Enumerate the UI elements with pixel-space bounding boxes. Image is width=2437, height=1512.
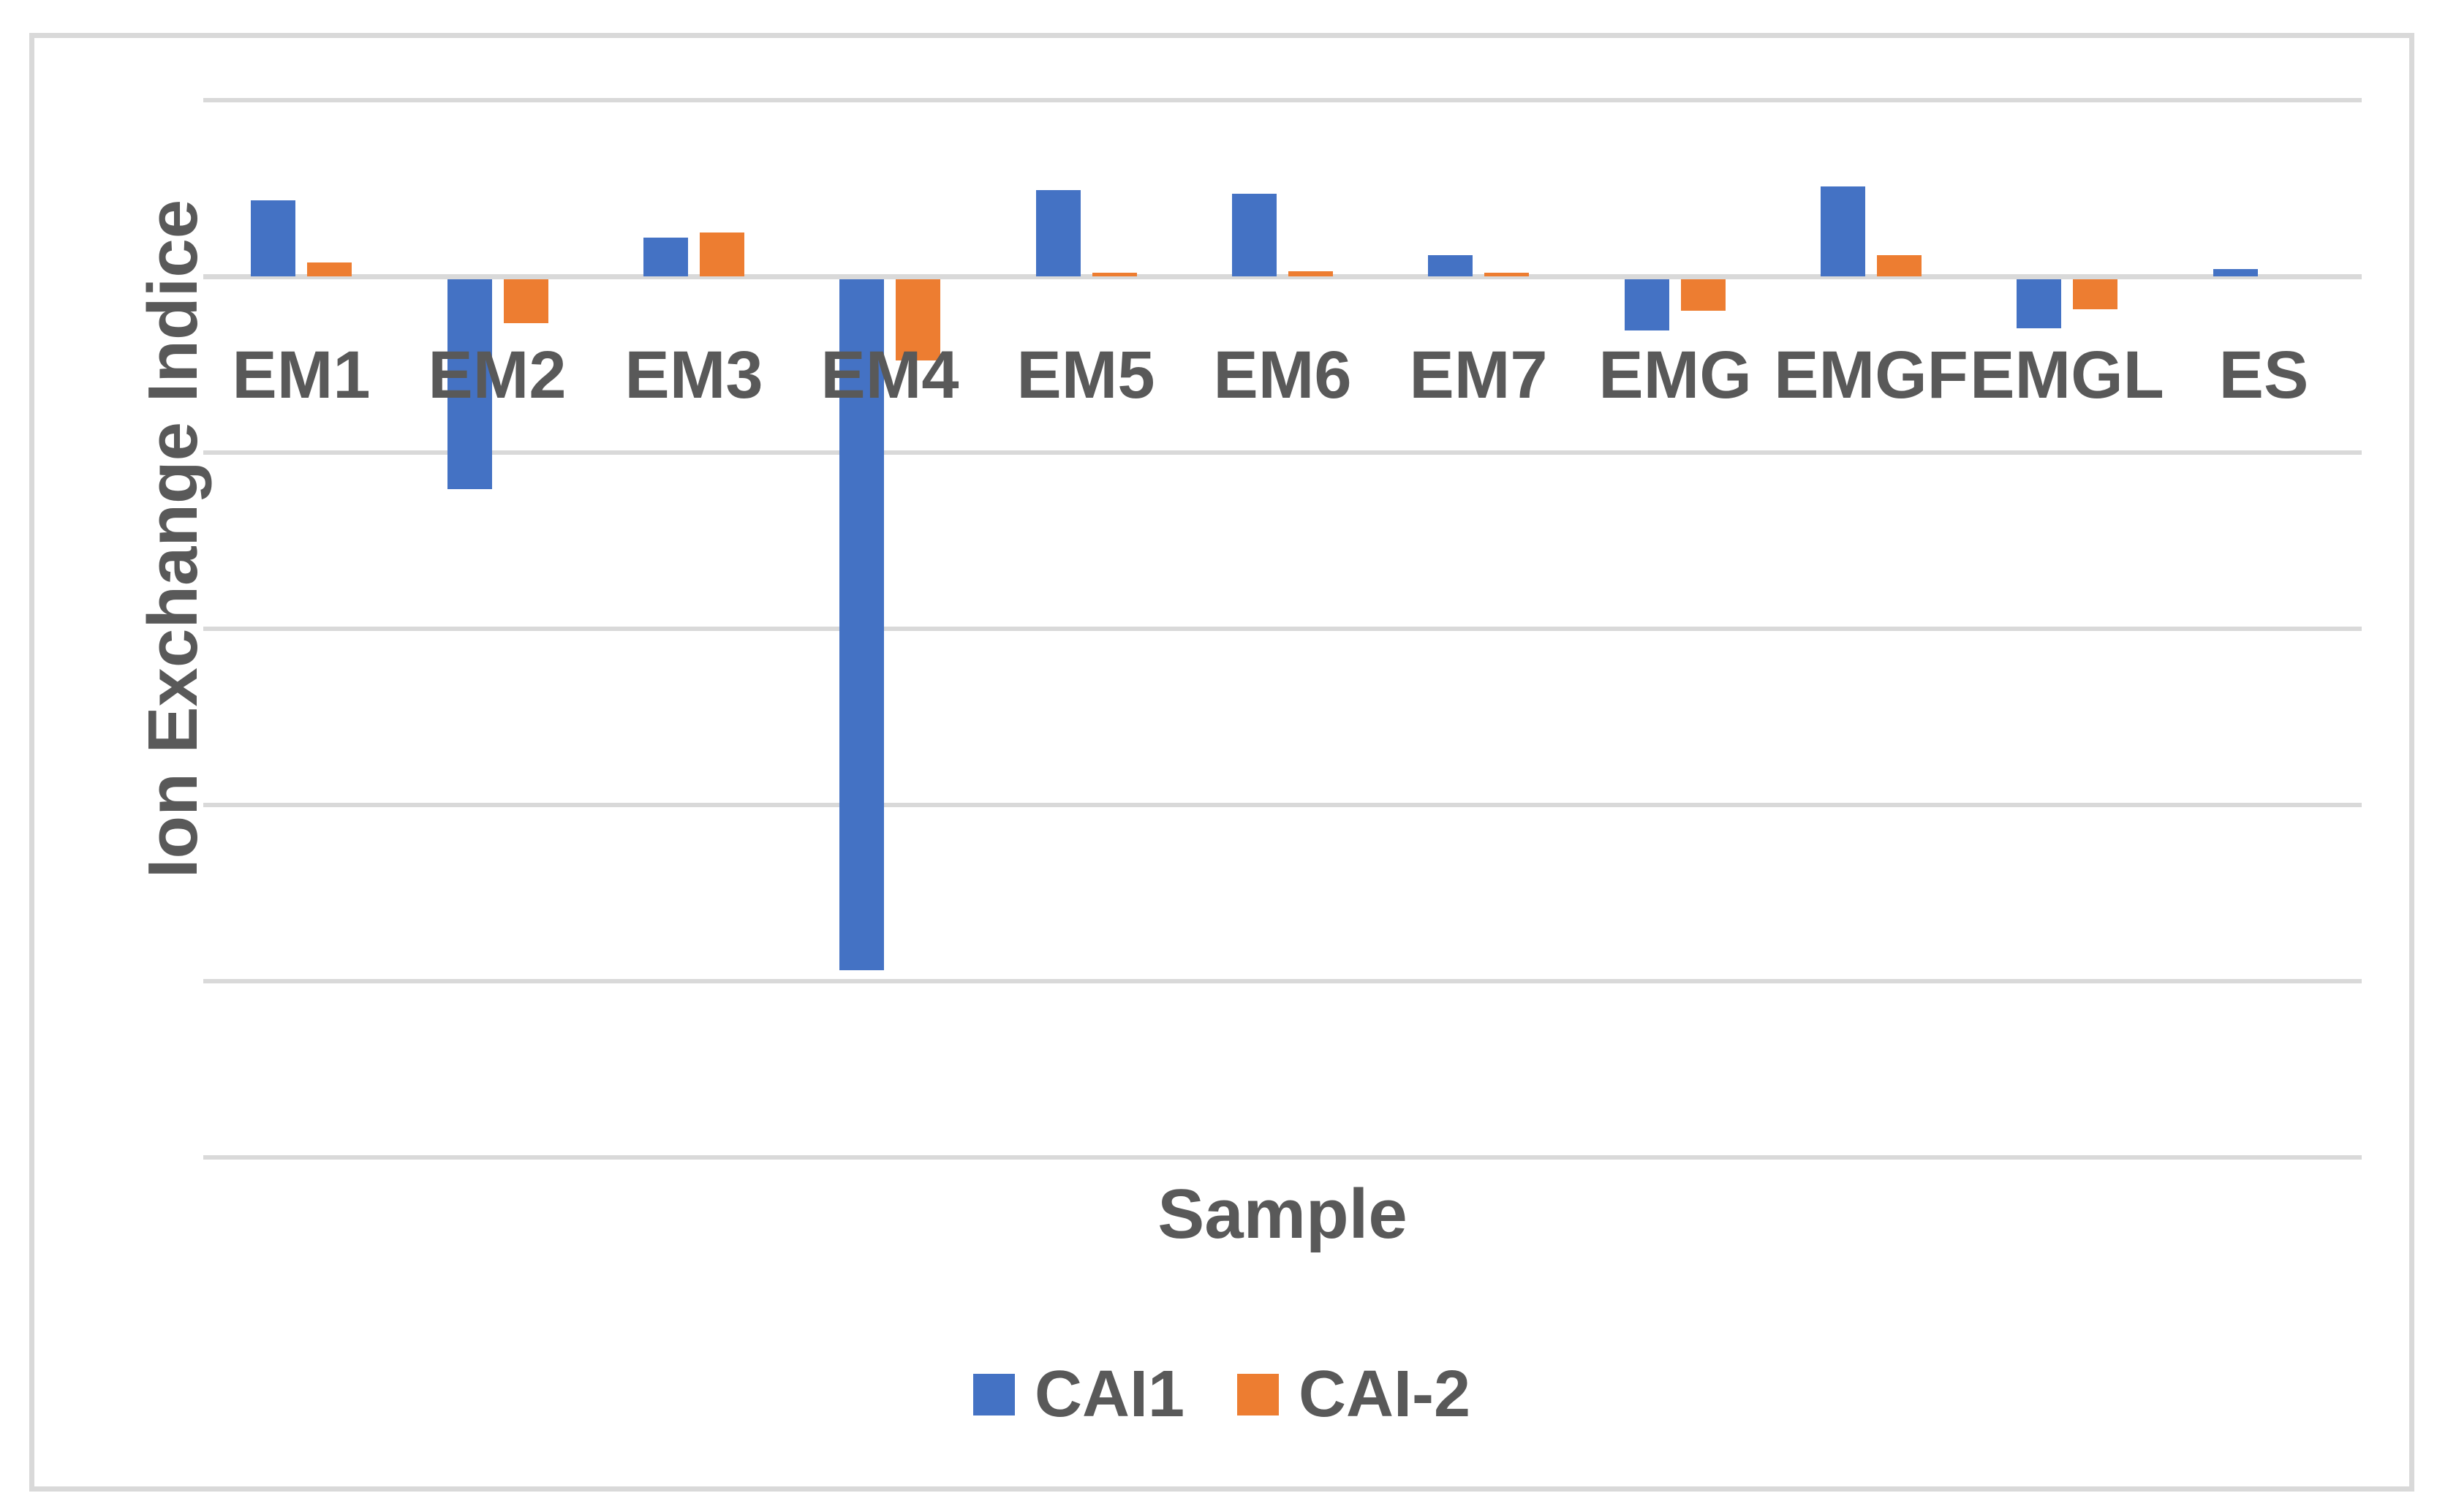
bar-cai2-emgf	[1877, 255, 1922, 276]
legend-entry-cai2: CAI-2	[1237, 1361, 1470, 1427]
x-category-label-em3: EM3	[624, 338, 763, 412]
legend-label-cai1: CAI1	[1034, 1358, 1185, 1431]
zero-gridline	[203, 274, 2362, 279]
bar-cai2-em4	[896, 279, 940, 360]
legend-swatch-cai1	[972, 1373, 1015, 1415]
bar-cai2-em1	[307, 262, 352, 276]
bar-cai2-em5	[1092, 273, 1137, 276]
bar-cai2-emg	[1681, 279, 1726, 311]
bar-cai1-em2	[447, 279, 492, 489]
x-category-label-em4: EM4	[820, 338, 959, 412]
x-axis-title: Sample	[1157, 1175, 1408, 1253]
bar-cai1-emg	[1625, 279, 1669, 330]
x-category-label-em2: EM2	[428, 338, 567, 412]
bar-cai2-em7	[1484, 273, 1529, 276]
gridline	[203, 979, 2362, 983]
bar-cai2-em3	[700, 233, 744, 276]
bar-cai1-em3	[643, 238, 688, 276]
bar-cai1-em5	[1036, 190, 1081, 276]
legend: CAI1 CAI-2	[34, 1361, 2409, 1427]
x-category-label-em5: EM5	[1016, 338, 1155, 412]
legend-entry-cai1: CAI1	[972, 1358, 1185, 1431]
gridline	[203, 98, 2362, 102]
bar-cai1-em1	[251, 200, 295, 276]
y-axis-title: Ion Exchange Indice	[134, 199, 212, 879]
legend-label-cai2: CAI-2	[1299, 1358, 1471, 1431]
bar-cai2-emgl	[2073, 279, 2117, 309]
bar-cai1-emgf	[1821, 186, 1865, 276]
legend-swatch-cai2	[1237, 1373, 1280, 1415]
gridline	[203, 1155, 2362, 1160]
x-category-label-emgl: EMGL	[1970, 338, 2164, 412]
bar-cai2-em6	[1288, 271, 1333, 276]
bar-cai1-em6	[1232, 194, 1277, 276]
x-category-label-em6: EM6	[1213, 338, 1352, 412]
plot-area: EM1 EM2 EM3 EM4 EM5 EM6 EM7 EMG EMGF EMGL ES	[203, 98, 2362, 1160]
bar-cai1-emgl	[2017, 279, 2061, 328]
x-category-label-em7: EM7	[1409, 338, 1548, 412]
x-category-label-emg: EMG	[1598, 338, 1752, 412]
x-category-label-emgf: EMGF	[1774, 338, 1968, 412]
bar-cai2-em2	[504, 279, 548, 323]
bar-cai1-em4	[839, 279, 884, 970]
gridline	[203, 803, 2362, 807]
x-category-label-em1: EM1	[232, 338, 371, 412]
bar-cai1-em7	[1428, 255, 1473, 276]
x-category-label-es: ES	[2218, 338, 2309, 412]
gridline	[203, 627, 2362, 631]
bar-cai1-es	[2213, 269, 2258, 276]
gridline	[203, 450, 2362, 455]
